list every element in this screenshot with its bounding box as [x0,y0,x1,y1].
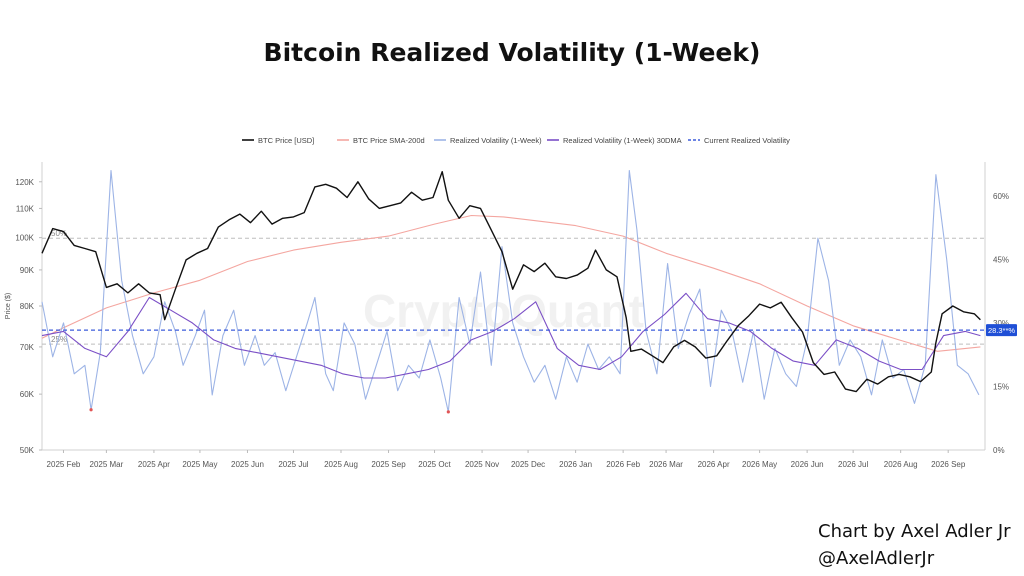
x-tick-label: 2025 Jul [278,460,308,469]
y-right-tick-label: 15% [993,382,1009,391]
x-tick-label: 2026 Mar [649,460,683,469]
y-right-tick-label: 0% [993,446,1005,455]
volatility-30dma-line [41,292,981,379]
sma-200d-line [41,214,981,352]
legend-label: Realized Volatility (1-Week) 30DMA [563,136,682,145]
x-tick-label: 2025 Oct [418,460,451,469]
x-tick-label: 2026 Jun [791,460,824,469]
legend-label: BTC Price SMA-200d [353,136,425,145]
low-volatility-marker [89,408,93,412]
chart-svg: BTC Price [USD] BTC Price SMA-200d Realize… [5,136,1017,469]
x-tick-label: 2026 Apr [698,460,730,469]
x-tick-label: 2026 Sep [931,460,966,469]
y-left-tick-label: 50K [20,446,35,455]
x-tick-label: 2025 Sep [371,460,406,469]
y-axis-label: Price ($) [5,293,12,319]
x-tick-label: 2025 Feb [47,460,81,469]
chart-legend: BTC Price [USD] BTC Price SMA-200d Realize… [242,136,790,145]
y-right-tick-label: 60% [993,192,1009,201]
x-tick-label: 2025 Apr [138,460,170,469]
x-tick-label: 2025 May [182,460,217,469]
threshold-label: 50% [51,229,67,238]
btc-price-line [41,171,981,393]
x-tick-label: 2026 Jan [559,460,592,469]
y-left-tick-label: 70K [20,343,35,352]
x-tick-label: 2025 Nov [465,460,499,469]
y-left-tick-label: 110K [16,204,35,213]
threshold-label: 25% [51,335,67,344]
y-right-tick-label: 45% [993,255,1009,264]
chart-credit: Chart by Axel Adler Jr @AxelAdlerJr [818,518,1011,572]
x-tick-label: 2026 Jul [838,460,868,469]
realized-volatility-line [41,169,980,413]
y-left-tick-label: 80K [20,302,35,311]
y-left-tick-label: 100K [15,234,34,243]
low-volatility-marker [446,410,450,414]
legend-label: Realized Volatility (1-Week) [450,136,542,145]
current-value-label: 28.3**% [988,326,1015,335]
credit-line-2: @AxelAdlerJr [818,548,935,569]
x-tick-label: 2026 May [742,460,777,469]
legend-label: BTC Price [USD] [258,136,314,145]
y-right-tick-label: 30% [993,319,1009,328]
x-tick-label: 2025 Jun [231,460,264,469]
x-tick-label: 2025 Mar [90,460,124,469]
chart-title: Bitcoin Realized Volatility (1-Week) [263,38,761,67]
y-left-tick-label: 60K [20,390,35,399]
credit-line-1: Chart by Axel Adler Jr [818,521,1011,542]
current-value-badge [986,324,1017,337]
x-tick-label: 2025 Aug [324,460,358,469]
x-tick-label: 2025 Dec [511,460,545,469]
legend-label: Current Realized Volatility [704,136,790,145]
watermark: CryptoQuant [363,285,644,337]
y-left-tick-label: 90K [20,266,35,275]
x-tick-label: 2026 Aug [884,460,918,469]
x-tick-label: 2026 Feb [606,460,640,469]
y-left-tick-label: 120K [15,178,34,187]
